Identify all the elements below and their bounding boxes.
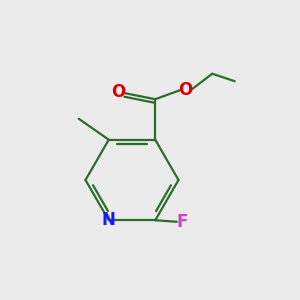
Text: N: N [102,211,116,229]
Text: F: F [177,213,188,231]
Text: O: O [112,83,126,101]
Text: O: O [178,81,192,99]
